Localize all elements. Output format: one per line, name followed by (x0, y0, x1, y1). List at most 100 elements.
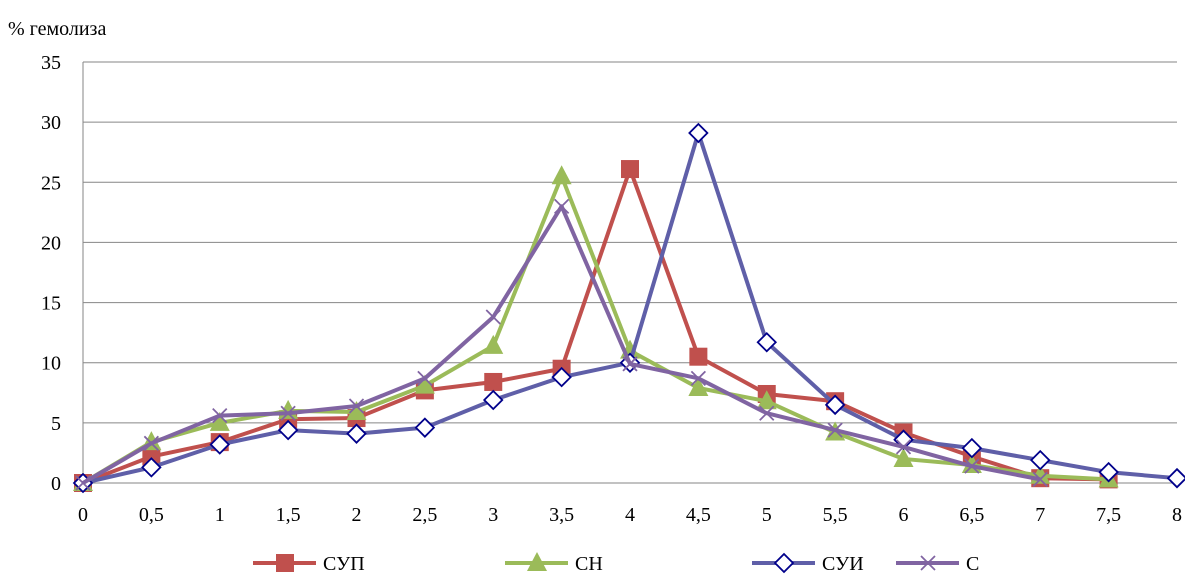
x-tick-label: 7,5 (1096, 504, 1121, 526)
legend-item-4: С (896, 553, 979, 575)
legend-marker (773, 552, 795, 574)
marker-stroke (622, 356, 638, 372)
data-point (1098, 461, 1119, 483)
x-tick-label: 6,5 (959, 504, 984, 526)
data-point (484, 372, 503, 391)
marker-stroke (280, 405, 296, 421)
data-point (756, 390, 777, 410)
data-point (689, 347, 708, 366)
data-point (895, 439, 912, 455)
data-point (1166, 467, 1185, 489)
x-tick-label: 3,5 (549, 504, 574, 526)
marker-stroke (1032, 471, 1048, 488)
x-tick-label: 3 (488, 504, 498, 526)
x-tick-label: 4,5 (686, 504, 711, 526)
data-point (961, 437, 983, 459)
legend-marker (527, 552, 547, 571)
marker-stroke (964, 458, 980, 474)
marker-stroke (690, 370, 707, 386)
data-point (824, 394, 846, 416)
data-point (142, 447, 161, 466)
data-point (485, 309, 501, 325)
x-tick-labels: 0 0,5 1 1,5 2 2,5 3 3,5 4 4,5 5 5,5 6 6,5 7 7,5 8 (78, 504, 1182, 526)
data-point (414, 374, 435, 394)
data-point (417, 370, 433, 386)
marker-stroke (827, 422, 843, 438)
data-point (621, 160, 639, 179)
marker-stroke (212, 408, 228, 424)
y-tick-label: 5 (51, 413, 61, 435)
marker-stroke (759, 405, 775, 421)
x-tick-label: 0,5 (139, 504, 164, 526)
y-tick-label: 0 (51, 473, 61, 495)
x-tick-label: 6 (899, 504, 909, 526)
data-point (414, 417, 436, 438)
data-point (277, 419, 299, 441)
marker-stroke (553, 198, 570, 214)
legend: СУП СН СУИ С (253, 552, 979, 575)
series-4 (75, 198, 1048, 491)
data-point (893, 447, 914, 467)
legend-label: СН (575, 553, 603, 575)
data-point (346, 401, 367, 421)
legend-label: СУИ (822, 553, 864, 575)
data-point (964, 458, 980, 474)
x-tick-label: 1,5 (276, 504, 301, 526)
x-tick-label: 7 (1035, 504, 1045, 526)
marker-stroke (143, 435, 160, 451)
x-tick-label: 2,5 (412, 504, 437, 526)
x-tick-label: 2 (352, 504, 362, 526)
y-tick-label: 35 (41, 52, 61, 74)
data-point (827, 422, 843, 438)
y-tick-label: 20 (41, 232, 61, 254)
data-point (690, 370, 707, 386)
series-lines (72, 122, 1185, 494)
data-point (759, 405, 775, 421)
series-line (81, 174, 1109, 485)
data-point (280, 405, 296, 421)
y-tick-label: 25 (41, 172, 61, 194)
legend-item-1: СУП (253, 553, 365, 575)
y-tick-labels: 0 5 10 15 20 25 30 35 (41, 52, 61, 495)
legend-label: СУП (323, 553, 365, 575)
data-point (1029, 449, 1051, 471)
legend-item-2: СН (505, 552, 603, 575)
gridlines (83, 61, 1177, 424)
legend-label: С (966, 553, 979, 575)
data-point (483, 334, 504, 354)
data-point (75, 475, 91, 491)
data-point (551, 366, 572, 388)
legend-marker (276, 554, 294, 572)
data-point (688, 122, 709, 144)
marker-stroke (348, 398, 365, 414)
marker-stroke (75, 475, 91, 491)
marker-stroke (895, 439, 912, 455)
x-tick-label: 1 (215, 504, 225, 526)
data-point (482, 389, 504, 411)
data-point (553, 198, 570, 214)
data-point (348, 398, 365, 414)
data-point (1032, 471, 1048, 488)
marker-stroke (920, 555, 936, 571)
y-tick-label: 10 (41, 353, 61, 375)
data-point (622, 356, 638, 372)
legend-item-3: СУИ (752, 552, 864, 575)
data-point (209, 411, 230, 431)
data-point (346, 423, 367, 444)
data-point (756, 331, 778, 353)
series-line (82, 167, 1109, 485)
x-tick-label: 4 (625, 504, 635, 526)
series-line (82, 130, 1178, 485)
marker-stroke (485, 309, 501, 325)
x-tick-label: 8 (1172, 504, 1182, 526)
x-tick-label: 5,5 (823, 504, 848, 526)
data-point (143, 435, 160, 451)
y-tick-label: 30 (41, 112, 61, 134)
y-axis-label: % гемолиза (8, 18, 106, 40)
legend-marker (920, 555, 936, 571)
x-tick-label: 0 (78, 504, 88, 526)
y-tick-label: 15 (41, 293, 61, 315)
data-point (688, 376, 709, 396)
data-point (209, 434, 231, 455)
